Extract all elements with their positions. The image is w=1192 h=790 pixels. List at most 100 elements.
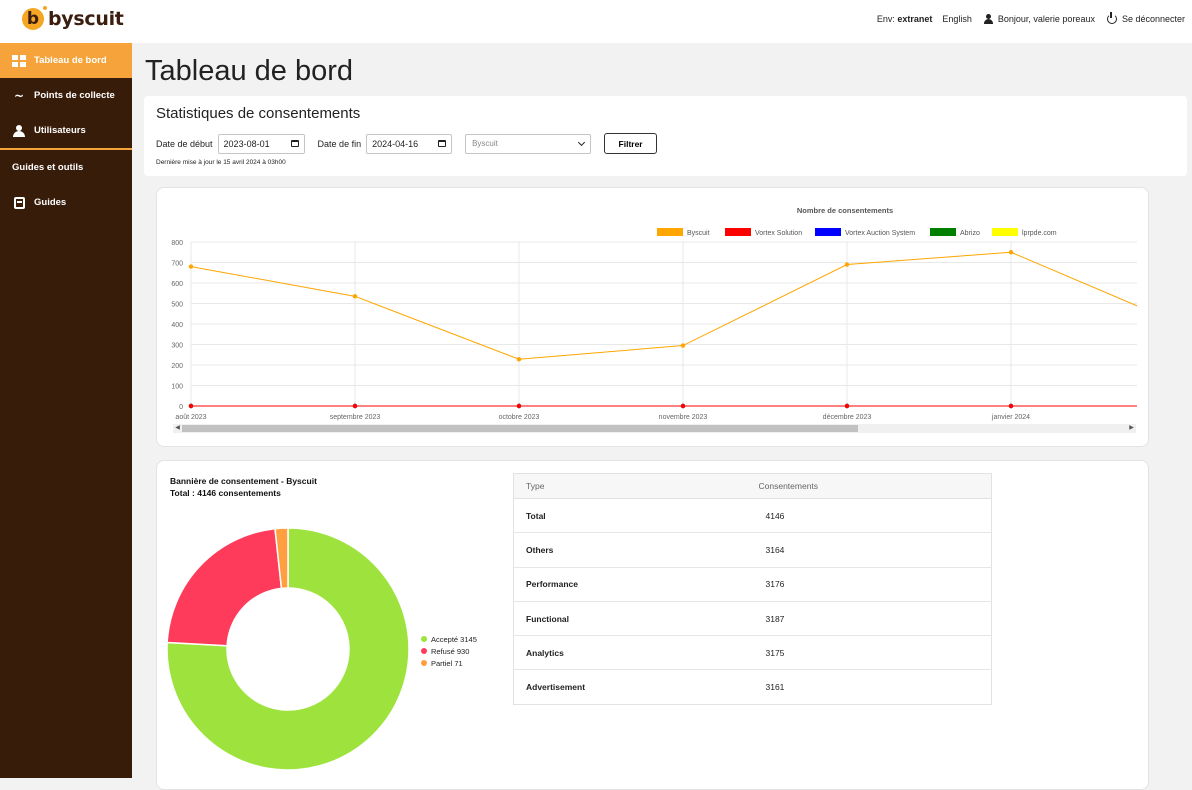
donut-slice[interactable] bbox=[167, 527, 410, 771]
scroll-right-icon[interactable]: ▶ bbox=[1129, 425, 1134, 431]
legend-item[interactable]: Accepté 3145 bbox=[421, 633, 477, 645]
environment-indicator: Env: extranet bbox=[877, 14, 933, 24]
x-tick-label: octobre 2023 bbox=[499, 414, 540, 421]
user-greeting[interactable]: Bonjour, valerie poreaux bbox=[983, 14, 1095, 24]
stats-filter-card: Statistiques de consentements Date de dé… bbox=[144, 96, 1187, 176]
filters-row: Date de début 2023-08-01 Date de fin 202… bbox=[156, 133, 658, 154]
column-header-consentements: Consentements bbox=[758, 473, 992, 499]
data-point bbox=[680, 403, 686, 409]
dashboard-grid-icon bbox=[12, 54, 26, 67]
donut-total: Total : 4146 consentements bbox=[170, 488, 281, 498]
data-point bbox=[352, 403, 358, 409]
sidebar-item-label: Utilisateurs bbox=[34, 125, 86, 136]
start-date-input[interactable]: 2023-08-01 bbox=[217, 133, 305, 154]
cell-type: Total bbox=[513, 497, 759, 533]
table-row: Analytics 3175 bbox=[513, 635, 992, 670]
consent-donut-chart bbox=[167, 527, 410, 771]
byscuit-logo[interactable]: b byscuit bbox=[22, 6, 124, 30]
data-point bbox=[680, 343, 686, 348]
legend-label: Abrizo bbox=[960, 230, 980, 237]
table-row: Performance 3176 bbox=[513, 566, 992, 602]
scroll-left-icon[interactable]: ◀ bbox=[175, 425, 180, 431]
x-tick-label: décembre 2023 bbox=[823, 414, 872, 421]
y-tick-label: 0 bbox=[179, 404, 183, 411]
donut-slice[interactable] bbox=[167, 527, 283, 647]
legend-swatch bbox=[992, 228, 1018, 236]
logout-link[interactable]: Se déconnecter bbox=[1106, 12, 1185, 24]
sidebar-item-guides[interactable]: Guides bbox=[0, 185, 132, 220]
scrollbar-thumb[interactable] bbox=[182, 425, 858, 432]
dashboard-content[interactable]: Nombre de consentements Byscuit Vortex Sol… bbox=[144, 176, 1162, 790]
column-header-type: Type bbox=[513, 473, 759, 499]
user-icon bbox=[983, 14, 993, 24]
book-icon bbox=[12, 196, 26, 209]
y-tick-label: 600 bbox=[171, 281, 183, 288]
legend-dot-icon bbox=[421, 636, 427, 642]
data-point bbox=[1008, 403, 1014, 409]
legend-item[interactable]: Refusé 930 bbox=[421, 645, 477, 657]
logo-badge: b bbox=[22, 6, 47, 30]
sidebar-item-points-de-collecte[interactable]: ~ Points de collecte bbox=[0, 78, 132, 113]
start-date-value: 2023-08-01 bbox=[223, 138, 270, 149]
donut-legend: Accepté 3145 Refusé 930 Partiel 71 bbox=[421, 633, 477, 669]
calendar-icon[interactable] bbox=[290, 140, 299, 147]
end-date-input[interactable]: 2024-04-16 bbox=[366, 133, 453, 154]
top-bar: b byscuit Env: extranet English Bonjour,… bbox=[0, 0, 1192, 43]
table-body: Total 4146 Others 3164 Performance 3176 Functi… bbox=[513, 497, 992, 705]
filter-button[interactable]: Filtrer bbox=[604, 133, 658, 154]
x-tick-label: novembre 2023 bbox=[659, 414, 708, 421]
legend-label: Refusé 930 bbox=[431, 646, 470, 656]
line-chart-card: Nombre de consentements Byscuit Vortex Sol… bbox=[156, 187, 1149, 447]
calendar-icon[interactable] bbox=[438, 140, 447, 147]
end-date-value: 2024-04-16 bbox=[372, 138, 419, 149]
site-select-value: Byscuit bbox=[472, 139, 498, 148]
sidebar-item-label: Tableau de bord bbox=[34, 55, 107, 66]
cell-consentements: 4146 bbox=[758, 497, 992, 533]
legend-label: Byscuit bbox=[687, 230, 710, 237]
cell-type: Performance bbox=[513, 566, 759, 602]
legend-item[interactable]: Partiel 71 bbox=[421, 657, 477, 669]
y-tick-label: 300 bbox=[171, 343, 183, 350]
chart-title: Nombre de consentements bbox=[797, 206, 893, 215]
legend-swatch bbox=[930, 228, 956, 236]
start-date-label: Date de début bbox=[156, 138, 213, 149]
y-tick-label: 500 bbox=[171, 302, 183, 309]
cell-consentements: 3161 bbox=[758, 669, 992, 705]
consent-line-chart: Nombre de consentements Byscuit Vortex Sol… bbox=[171, 206, 1137, 421]
sidebar-item-utilisateurs[interactable]: Utilisateurs bbox=[0, 113, 132, 148]
top-nav: Env: extranet English Bonjour, valerie p… bbox=[877, 12, 1185, 24]
legend-label: Vortex Auction System bbox=[845, 230, 915, 237]
cell-consentements: 3187 bbox=[758, 600, 992, 636]
cell-type: Others bbox=[513, 532, 759, 568]
y-tick-label: 700 bbox=[171, 261, 183, 268]
x-tick-label: août 2023 bbox=[175, 414, 206, 421]
data-point bbox=[844, 403, 850, 409]
chart-horizontal-scrollbar[interactable]: ◀ ▶ bbox=[173, 424, 1136, 433]
sidebar-divider bbox=[0, 148, 132, 150]
legend-swatch bbox=[657, 228, 683, 236]
stats-title: Statistiques de consentements bbox=[156, 105, 361, 122]
table-row: Functional 3187 bbox=[513, 600, 992, 636]
language-link[interactable]: English bbox=[942, 14, 972, 24]
y-tick-label: 400 bbox=[171, 322, 183, 329]
logo-text: byscuit bbox=[48, 8, 124, 30]
table-row: Advertisement 3161 bbox=[513, 669, 992, 705]
cell-consentements: 3176 bbox=[758, 566, 992, 602]
legend-swatch bbox=[815, 228, 841, 236]
user-icon bbox=[12, 124, 26, 137]
legend-label: Vortex Solution bbox=[755, 230, 802, 237]
chevron-down-icon bbox=[578, 138, 586, 146]
cell-type: Functional bbox=[513, 600, 759, 636]
sidebar-item-label: Guides bbox=[34, 197, 67, 208]
last-update-text: Dernière mise à jour le 15 avril 2024 à … bbox=[156, 159, 286, 166]
series-line bbox=[190, 251, 1137, 360]
data-point bbox=[188, 403, 194, 409]
env-label: Env: bbox=[876, 14, 895, 24]
donut-slice[interactable] bbox=[274, 527, 289, 590]
data-point bbox=[188, 264, 194, 269]
consent-type-table: Type Consentements Total 4146 Others 3164 Pe… bbox=[513, 473, 992, 705]
sidebar-item-tableau-de-bord[interactable]: Tableau de bord bbox=[0, 43, 132, 78]
page-title: Tableau de bord bbox=[145, 55, 353, 87]
y-tick-label: 100 bbox=[171, 384, 183, 391]
site-select[interactable]: Byscuit bbox=[465, 133, 592, 154]
